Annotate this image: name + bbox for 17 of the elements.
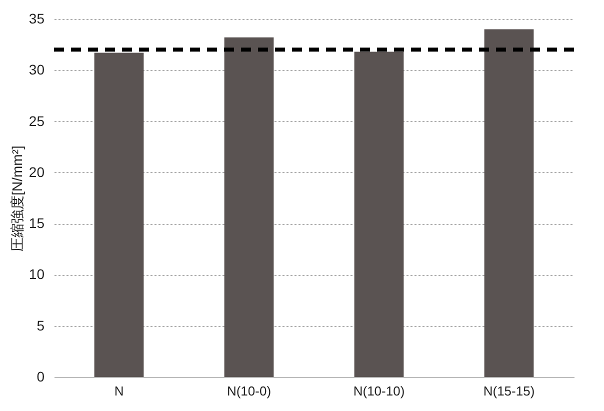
- y-tick-label: 0: [36, 368, 45, 384]
- bar: [484, 29, 534, 377]
- bar: [354, 52, 404, 377]
- y-tick-label: 35: [28, 10, 45, 26]
- x-tick-label: N(10-10): [353, 384, 405, 398]
- x-tick-label: N(10-0): [226, 384, 272, 398]
- y-tick-label: 15: [28, 215, 45, 232]
- x-tick-label: N: [114, 384, 124, 398]
- y-axis-title: 圧縮強度[N/mm²]: [8, 146, 25, 252]
- bar: [94, 52, 144, 377]
- y-tick-label: 30: [28, 62, 45, 78]
- y-tick-label: 25: [28, 112, 45, 129]
- y-tick-label: 5: [36, 317, 45, 334]
- y-tick-label: 10: [28, 266, 45, 282]
- y-tick-label: 20: [28, 164, 45, 180]
- x-tick-label: N(15-15): [483, 384, 535, 398]
- bar: [224, 37, 274, 377]
